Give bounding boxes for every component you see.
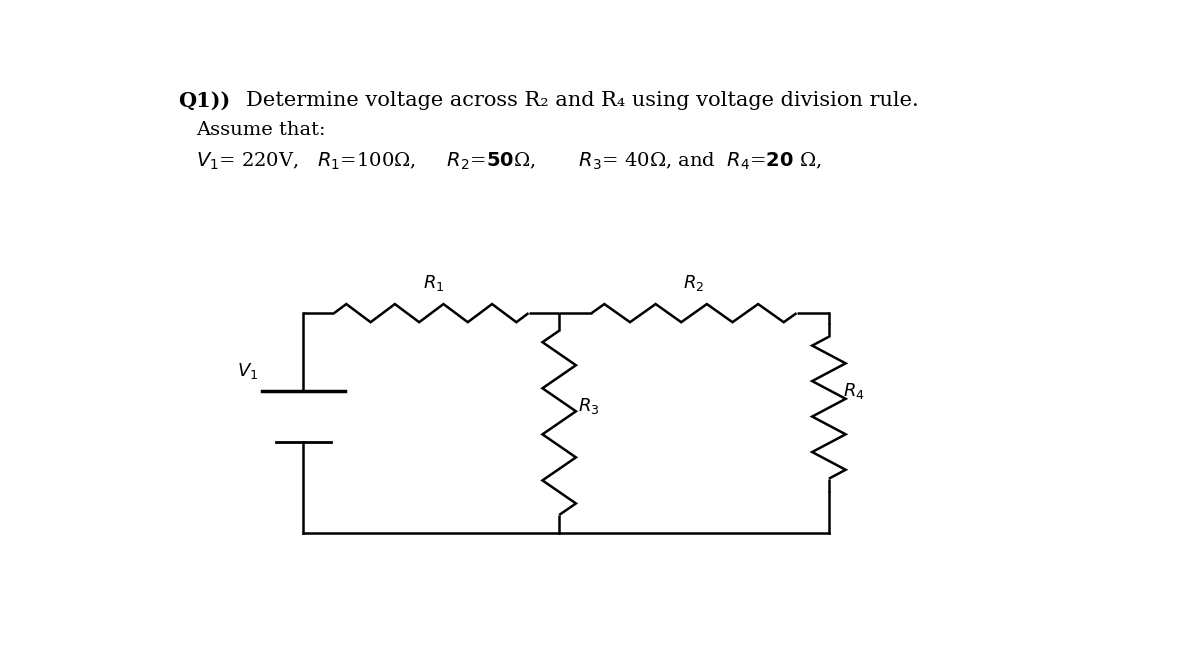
Text: $R_2$: $R_2$: [684, 273, 704, 293]
Text: $R_4$: $R_4$: [842, 381, 865, 402]
Text: $R_1$: $R_1$: [422, 273, 444, 293]
Text: $V_1$= 220V,   $R_1$=100Ω,     $R_2$=$\bf{50}$Ω,       $R_3$= 40Ω, and  $R_4$=$\: $V_1$= 220V, $R_1$=100Ω, $R_2$=$\bf{50}$…: [197, 150, 822, 172]
Text: $V_1$: $V_1$: [238, 361, 258, 381]
Text: Assume that:: Assume that:: [197, 121, 326, 140]
Text: Determine voltage across R₂ and R₄ using voltage division rule.: Determine voltage across R₂ and R₄ using…: [246, 91, 918, 110]
Text: Q1)): Q1)): [178, 91, 230, 111]
Text: $R_3$: $R_3$: [578, 396, 599, 417]
